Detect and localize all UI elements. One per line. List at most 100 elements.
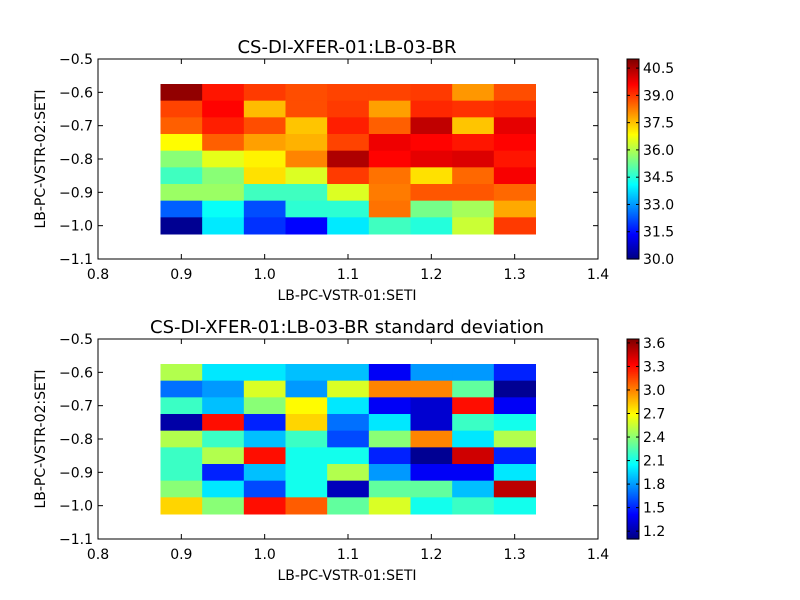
colorbar-segment xyxy=(627,373,639,376)
heatmap-cell xyxy=(160,447,203,465)
heatmap-cell xyxy=(368,430,411,448)
heatmap-cell xyxy=(327,100,370,118)
heatmap-cell xyxy=(243,430,286,448)
heatmap-cell xyxy=(160,380,203,398)
colorbar-segment xyxy=(627,237,639,240)
x-tick-label: 0.9 xyxy=(170,267,192,283)
colorbar-segment xyxy=(627,219,639,222)
y-tick-label: −1.0 xyxy=(59,499,93,515)
heatmap-cell xyxy=(202,364,245,382)
colorbar-tick-label: 30.0 xyxy=(643,252,674,268)
heatmap-cell xyxy=(243,184,286,202)
colorbar-tick-label: 2.4 xyxy=(643,430,665,446)
heatmap-cell xyxy=(160,200,203,218)
colorbar-segment xyxy=(627,459,639,462)
colorbar-segment xyxy=(627,83,639,86)
y-tick-label: −0.8 xyxy=(59,152,93,168)
colorbar-tick-label: 31.5 xyxy=(643,225,674,241)
colorbar-segment xyxy=(627,109,639,112)
heatmap-cell xyxy=(202,480,245,498)
colorbar-segment xyxy=(627,235,639,238)
heatmap-cell xyxy=(160,150,203,168)
colorbar-tick-label: 2.1 xyxy=(643,454,665,470)
colorbar-tick-label: 33.0 xyxy=(643,197,674,213)
colorbar-segment xyxy=(627,75,639,78)
heatmap-cell xyxy=(410,397,453,415)
colorbar-segment xyxy=(627,131,639,134)
heatmap-cell xyxy=(327,150,370,168)
colorbar-segment xyxy=(627,113,639,116)
colorbar-segment xyxy=(627,197,639,200)
colorbar-segment xyxy=(627,61,639,64)
colorbar-segment xyxy=(627,533,639,536)
colorbar-segment xyxy=(627,199,639,202)
heatmap-cell xyxy=(493,480,536,498)
colorbar-segment xyxy=(627,391,639,394)
colorbar-segment xyxy=(627,229,639,232)
colorbar-segment xyxy=(627,531,639,534)
heatmap-cell xyxy=(160,217,203,235)
heatmap-cell xyxy=(493,464,536,482)
heatmap-cell xyxy=(285,134,328,152)
colorbar-segment xyxy=(627,381,639,384)
heatmap-cell xyxy=(452,414,495,432)
colorbar-segment xyxy=(627,409,639,412)
colorbar-segment xyxy=(627,107,639,110)
colorbar-segment xyxy=(627,445,639,448)
heatmap-cell xyxy=(285,200,328,218)
heatmap-cell xyxy=(493,397,536,415)
colorbar-segment xyxy=(627,387,639,390)
colorbar-segment xyxy=(627,95,639,98)
x-tick-label: 1.4 xyxy=(587,267,609,283)
colorbar-segment xyxy=(627,65,639,68)
heatmap-cell xyxy=(327,134,370,152)
heatmap-cell xyxy=(493,100,536,118)
heatmap-cell xyxy=(285,397,328,415)
colorbar-segment xyxy=(627,183,639,186)
colorbar-tick-label: 37.5 xyxy=(643,116,674,132)
colorbar-tick-label: 36.0 xyxy=(643,143,674,159)
colorbar-segment xyxy=(627,455,639,458)
colorbar-segment xyxy=(627,71,639,74)
colorbar-segment xyxy=(627,467,639,470)
colorbar-segment xyxy=(627,421,639,424)
colorbar-segment xyxy=(627,389,639,392)
colorbar-segment xyxy=(627,207,639,210)
colorbar-segment xyxy=(627,429,639,432)
heatmap-cell xyxy=(368,100,411,118)
heatmap-cell xyxy=(452,117,495,135)
x-ticks: 0.8 0.9 1.0 1.1 1.2 1.3 1.4 xyxy=(87,59,609,283)
heatmap-cell xyxy=(410,217,453,235)
heatmap-cell xyxy=(368,134,411,152)
heatmap-cell xyxy=(368,84,411,102)
heatmap-cells xyxy=(160,364,536,515)
colorbar-segment xyxy=(627,105,639,108)
heatmap-cell xyxy=(327,497,370,515)
heatmap-cell xyxy=(243,480,286,498)
colorbar-segment xyxy=(627,165,639,168)
heatmap-cell xyxy=(202,167,245,185)
heatmap-cell xyxy=(285,380,328,398)
heatmap-cell xyxy=(493,430,536,448)
colorbar-segment xyxy=(627,483,639,486)
colorbar-segment xyxy=(627,521,639,524)
heatmap-cell xyxy=(368,184,411,202)
colorbar-segment xyxy=(627,437,639,440)
colorbar-segment xyxy=(627,73,639,76)
heatmap-cell xyxy=(368,497,411,515)
heatmap-cell xyxy=(368,167,411,185)
heatmap-cell xyxy=(368,150,411,168)
heatmap-cell xyxy=(410,414,453,432)
colorbar-segment xyxy=(627,81,639,84)
y-tick-label: −0.7 xyxy=(59,119,93,135)
colorbar-segment xyxy=(627,417,639,420)
colorbar-segment xyxy=(627,101,639,104)
colorbar-segment xyxy=(627,363,639,366)
x-tick-label: 1.1 xyxy=(337,547,359,563)
heatmap-cell xyxy=(160,117,203,135)
colorbar-segment xyxy=(627,361,639,364)
colorbar-segment xyxy=(627,217,639,220)
heatmap-cell xyxy=(410,447,453,465)
heatmap-cell xyxy=(452,497,495,515)
heatmap-cell xyxy=(410,84,453,102)
